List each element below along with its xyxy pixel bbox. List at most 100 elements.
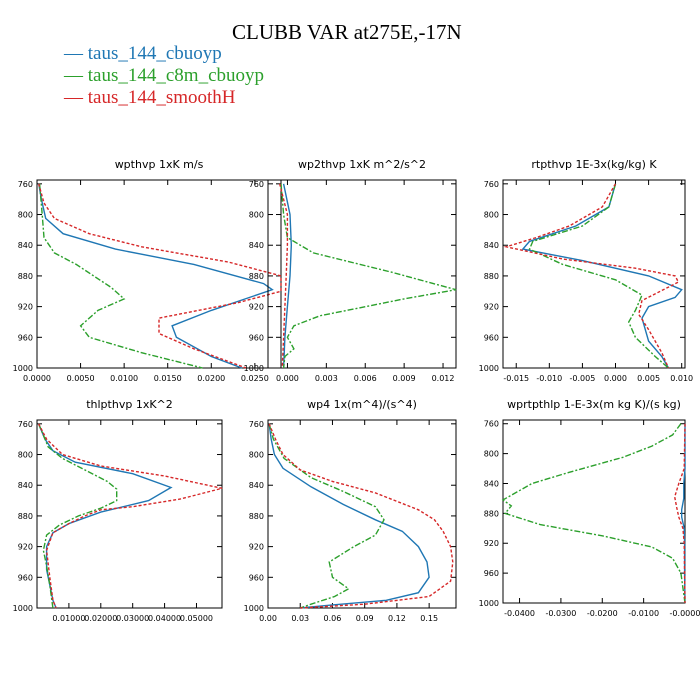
y-tick-label: 880 xyxy=(249,272,264,281)
y-tick-label: 880 xyxy=(18,512,33,521)
x-tick-label: 0.006 xyxy=(354,374,377,383)
series-line-taus_144_cbuoyp xyxy=(38,183,274,369)
series-line-taus_144_smoothH xyxy=(37,423,223,609)
y-tick-label: 760 xyxy=(18,420,33,429)
x-tick-label: 0.06 xyxy=(324,614,342,623)
x-tick-label: -0.0200 xyxy=(587,609,618,618)
x-tick-label: 0.000 xyxy=(604,374,627,383)
x-tick-label: 0.05000 xyxy=(180,614,213,623)
plot-frame-2 xyxy=(267,179,457,369)
y-tick-label: 1000 xyxy=(479,364,499,373)
y-tick-label: 920 xyxy=(484,303,499,312)
legend-entry-1: — taus_144_cbuoyp xyxy=(64,43,222,65)
series-line-taus_144_c8m_cbuoyp xyxy=(38,183,203,369)
y-tick-label: 760 xyxy=(484,180,499,189)
y-tick-label: 800 xyxy=(484,211,499,220)
x-tick-label: 0.010 xyxy=(670,374,693,383)
x-tick-label: 0.00 xyxy=(259,614,277,623)
x-tick-label: 0.0000 xyxy=(23,374,51,383)
y-tick-label: 1000 xyxy=(13,364,33,373)
y-tick-label: 800 xyxy=(249,211,264,220)
x-tick-label: 0.0100 xyxy=(110,374,138,383)
y-tick-label: 960 xyxy=(484,333,499,342)
y-tick-label: 760 xyxy=(18,180,33,189)
y-tick-label: 760 xyxy=(249,420,264,429)
x-tick-label: 0.15 xyxy=(420,614,438,623)
series-line-taus_144_smoothH xyxy=(38,183,282,369)
plot-frame-1 xyxy=(36,179,282,369)
x-tick-label: 0.02000 xyxy=(84,614,117,623)
x-tick-label: -0.005 xyxy=(570,374,596,383)
y-tick-label: 840 xyxy=(484,241,499,250)
y-tick-label: 880 xyxy=(18,272,33,281)
y-tick-label: 840 xyxy=(484,479,499,488)
legend-label: taus_144_smoothH xyxy=(87,87,236,108)
series-line-taus_144_c8m_cbuoyp xyxy=(280,183,457,369)
plot-frame-4 xyxy=(36,419,223,609)
y-tick-label: 840 xyxy=(18,481,33,490)
legend-line-icon: — xyxy=(64,43,83,64)
x-tick-label: -0.0000 xyxy=(670,609,700,618)
series-line-taus_144_smoothH xyxy=(673,423,686,604)
panel-title-5: wp4 1x(m^4)/(s^4) xyxy=(307,398,417,411)
x-tick-label: 0.0200 xyxy=(197,374,225,383)
y-tick-label: 920 xyxy=(18,303,33,312)
y-tick-label: 920 xyxy=(18,543,33,552)
x-tick-label: 0.000 xyxy=(276,374,299,383)
x-tick-label: 0.03 xyxy=(291,614,309,623)
panel-title-6: wprtpthlp 1-E-3x(m kg K)/(s kg) xyxy=(507,398,681,411)
x-tick-label: 0.009 xyxy=(393,374,416,383)
y-tick-label: 800 xyxy=(18,451,33,460)
series-line-taus_144_cbuoyp xyxy=(268,423,430,609)
x-tick-label: -0.010 xyxy=(536,374,562,383)
series-line-taus_144_c8m_cbuoyp xyxy=(268,423,385,609)
x-tick-label: 0.0150 xyxy=(154,374,182,383)
chart-title: CLUBB VAR at275E,-17N xyxy=(232,20,462,44)
y-tick-label: 920 xyxy=(249,303,264,312)
panel-title-3: rtpthvp 1E-3x(kg/kg) K xyxy=(531,158,657,171)
y-tick-label: 1000 xyxy=(13,604,33,613)
series-line-taus_144_c8m_cbuoyp xyxy=(37,423,118,609)
plot-frame-3 xyxy=(502,179,686,369)
legend-line-icon: — xyxy=(64,65,83,86)
legend-entry-2: — taus_144_c8m_cbuoyp xyxy=(64,65,264,87)
y-tick-label: 1000 xyxy=(244,364,264,373)
y-tick-label: 880 xyxy=(249,512,264,521)
series-line-taus_144_cbuoyp xyxy=(521,183,683,369)
x-tick-label: -0.0300 xyxy=(545,609,576,618)
y-tick-label: 800 xyxy=(18,211,33,220)
y-tick-label: 880 xyxy=(484,509,499,518)
y-tick-label: 800 xyxy=(484,450,499,459)
legend-label: taus_144_c8m_cbuoyp xyxy=(87,65,265,86)
x-tick-label: 0.012 xyxy=(432,374,455,383)
x-tick-label: 0.04000 xyxy=(148,614,181,623)
y-tick-label: 800 xyxy=(249,451,264,460)
y-tick-label: 920 xyxy=(484,539,499,548)
x-tick-label: 0.01000 xyxy=(52,614,85,623)
y-tick-label: 960 xyxy=(484,569,499,578)
y-tick-label: 920 xyxy=(249,543,264,552)
x-tick-label: -0.0100 xyxy=(628,609,659,618)
x-tick-label: -0.0400 xyxy=(504,609,535,618)
legend-label: taus_144_cbuoyp xyxy=(87,43,222,64)
plot-frame-6 xyxy=(502,419,686,604)
x-tick-label: 0.12 xyxy=(388,614,406,623)
y-tick-label: 1000 xyxy=(479,599,499,608)
x-tick-label: 0.003 xyxy=(315,374,338,383)
y-tick-label: 840 xyxy=(249,481,264,490)
series-line-taus_144_cbuoyp xyxy=(37,423,173,609)
legend-entry-3: — taus_144_smoothH xyxy=(64,87,236,109)
x-tick-label: 0.005 xyxy=(637,374,660,383)
series-line-taus_144_smoothH xyxy=(503,183,680,369)
x-tick-label: 0.0250 xyxy=(241,374,269,383)
y-tick-label: 880 xyxy=(484,272,499,281)
y-tick-label: 960 xyxy=(249,333,264,342)
y-tick-label: 760 xyxy=(249,180,264,189)
y-tick-label: 960 xyxy=(18,573,33,582)
series-line-taus_144_smoothH xyxy=(268,423,454,609)
series-line-taus_144_c8m_cbuoyp xyxy=(528,183,669,369)
series-line-taus_144_cbuoyp xyxy=(282,183,293,369)
x-tick-label: -0.015 xyxy=(503,374,529,383)
panel-title-2: wp2thvp 1xK m^2/s^2 xyxy=(298,158,426,171)
